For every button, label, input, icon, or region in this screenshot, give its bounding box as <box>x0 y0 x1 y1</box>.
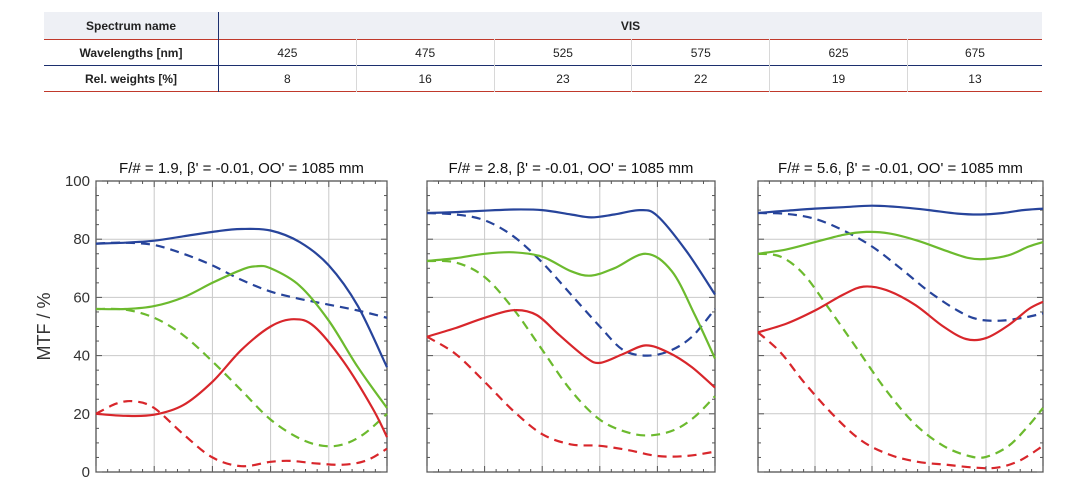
mtf-curve-6 <box>426 335 716 458</box>
y-tick-label: 60 <box>73 289 90 306</box>
mtf-curve-1 <box>757 204 1044 216</box>
mtf-curve-3 <box>426 251 716 359</box>
y-tick-label: 0 <box>82 464 90 481</box>
mtf-curve-4 <box>426 259 716 437</box>
wavelength-cell: 575 <box>631 39 770 66</box>
mtf-panel-1: F/# = 1.9, β' = -0.01, OO' = 1085 mm 0 20 4… <box>34 160 388 481</box>
wavelengths-row: Wavelengths [nm] 425 475 525 575 625 675 <box>44 39 1042 66</box>
panel-title: F/# = 5.6, β' = -0.01, OO' = 1085 mm <box>778 160 1023 177</box>
plot-frame <box>95 180 388 473</box>
rel-weights-row: Rel. weights [%] 8 16 23 22 19 13 <box>44 65 1042 92</box>
mtf-panel-2: F/# = 2.8, β' = -0.01, OO' = 1085 mm <box>426 160 716 473</box>
mtf-charts: F/# = 1.9, β' = -0.01, OO' = 1085 mm 0 20 4… <box>34 160 1044 481</box>
rel-weight-cell: 23 <box>493 65 632 92</box>
wavelengths-label: Wavelengths [nm] <box>44 39 219 66</box>
y-tick-label: 80 <box>73 231 90 248</box>
wavelength-cell: 525 <box>493 39 632 66</box>
mtf-curve-2 <box>95 241 388 319</box>
y-tick-label: 20 <box>73 406 90 423</box>
mtf-curve-5 <box>757 285 1044 342</box>
mtf-curve-1 <box>426 208 716 296</box>
mtf-curve-5 <box>426 308 716 389</box>
mtf-curve-5 <box>95 318 388 438</box>
plot-frame <box>757 180 1044 473</box>
rel-weight-cell: 13 <box>906 65 1042 92</box>
spectrum-name-row: Spectrum name VIS <box>44 12 1042 40</box>
mtf-curve-4 <box>757 252 1044 459</box>
y-axis-label: MTF / % <box>34 293 54 361</box>
mtf-curve-3 <box>95 264 388 409</box>
rel-weight-cell: 19 <box>769 65 908 92</box>
spectrum-table: Spectrum name VIS Wavelengths [nm] 425 4… <box>44 12 1042 92</box>
wavelength-cell: 425 <box>218 39 357 66</box>
wavelength-cell: 625 <box>769 39 908 66</box>
wavelength-cell: 675 <box>906 39 1042 66</box>
mtf-curve-3 <box>757 230 1044 261</box>
panel-title: F/# = 1.9, β' = -0.01, OO' = 1085 mm <box>119 160 364 177</box>
rel-weight-cell: 8 <box>218 65 357 92</box>
mtf-curve-2 <box>426 211 716 357</box>
spectrum-name-value: VIS <box>218 12 1042 40</box>
mtf-curve-1 <box>95 227 388 368</box>
mtf-curve-2 <box>757 211 1044 322</box>
mtf-panel-3: F/# = 5.6, β' = -0.01, OO' = 1085 mm <box>757 160 1044 473</box>
rel-weight-cell: 16 <box>355 65 495 92</box>
rel-weights-label: Rel. weights [%] <box>44 65 219 92</box>
plot-frame <box>426 180 716 473</box>
mtf-curve-6 <box>757 331 1044 470</box>
mtf-curve-6 <box>95 399 388 468</box>
rel-weight-cell: 22 <box>631 65 770 92</box>
y-tick-label: 100 <box>65 173 90 190</box>
y-tick-label: 40 <box>73 348 90 365</box>
wavelength-cell: 475 <box>355 39 495 66</box>
panel-title: F/# = 2.8, β' = -0.01, OO' = 1085 mm <box>449 160 694 177</box>
spectrum-name-label: Spectrum name <box>44 12 219 40</box>
